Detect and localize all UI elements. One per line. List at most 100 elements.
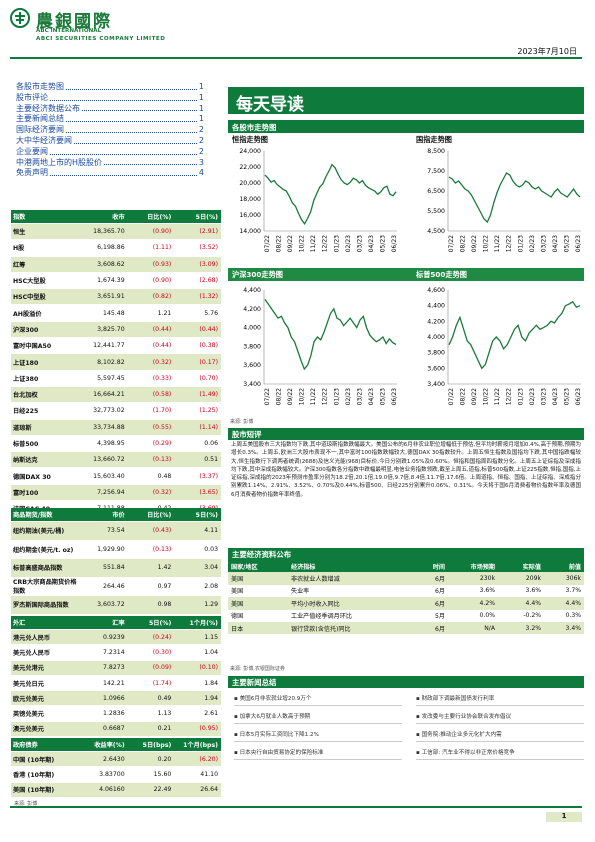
cell-value: (0.44)	[152, 325, 172, 333]
table-row: 上证380 5,597.45 (0.33) (0.70)	[11, 371, 221, 387]
table-row: 澳元兑美元 0.6687 0.21 (0.95)	[11, 721, 221, 738]
bullet-icon: ▪	[234, 696, 240, 702]
series-line	[264, 163, 397, 225]
cell-value: 13,660.72	[93, 456, 125, 464]
fx-table: 外汇 汇率 5日(%) 1个月(%) 港元兑人民币 0.9239 (0.24) 1.15 美元兑…	[11, 616, 221, 738]
table-row: 欧元兑美元 1.0966 0.49 1.94	[11, 691, 221, 707]
y-tick-label: 4,400	[427, 303, 445, 310]
bullet-icon: ▪	[234, 750, 240, 756]
column-header: 1个月(bps)	[183, 742, 219, 749]
toc-item[interactable]: 大中华经济要闻 2	[16, 136, 204, 147]
news-item[interactable]: ▪ 加拿大6月就业人数高于预期	[234, 712, 402, 724]
toc-leader	[74, 136, 197, 144]
table-of-contents: 各股市走势图 1 股市评论 1 主要经济数据公布 1 主要新闻总结 1 国际经济要闻 2 大中华经济…	[16, 82, 204, 179]
news-item[interactable]: ▪ 国务院:推动企业多元化扩大内需	[416, 730, 584, 742]
table-row: 英镑兑美元 1.2836 1.13 2.61	[11, 706, 221, 722]
x-tick-label: 12/22	[506, 235, 513, 252]
column-header: 实际值	[522, 563, 541, 571]
cell-value: (0.44)	[199, 325, 219, 333]
x-tick-label: 10/22	[483, 235, 490, 252]
column-header: 日比(%)	[147, 512, 172, 519]
news-item[interactable]: ▪ 美国6月非农就业增20.9万个	[234, 694, 402, 706]
row-label: 纽约期金(美元/t. oz)	[13, 546, 74, 554]
toc-item[interactable]: 企业要闻 2	[16, 147, 204, 158]
column-header: 收益率(%)	[94, 742, 125, 749]
cell-value: 33,734.88	[93, 423, 125, 431]
news-text: 工信部: 汽车业不得以非正常价格竞争	[421, 750, 515, 756]
row-label: 富时中国A50	[13, 343, 52, 351]
toc-item[interactable]: 各股市走势图 1	[16, 82, 204, 93]
x-tick-label: 08/22	[276, 388, 283, 405]
cell-value: (1.49)	[199, 391, 219, 399]
news-item[interactable]: ▪ 财政部下调最新国债发行利率	[416, 694, 584, 706]
table-row: 纳斯达克 13,660.72 (0.13) 0.51	[11, 452, 221, 469]
y-tick-label: 4,200	[427, 318, 445, 325]
cell-value: 1.42	[157, 564, 172, 572]
cell-value: 3,825.70	[97, 325, 125, 333]
toc-item[interactable]: 国际经济要闻 2	[16, 125, 204, 136]
table-header: 政府债券 收益率(%) 5日(bps) 1个月(bps)	[11, 738, 221, 752]
cell-value: (0.24)	[152, 633, 172, 641]
cell-value: 日本	[231, 625, 244, 633]
news-item[interactable]: ▪ 发改委与主要行业协会联合发布倡议	[416, 712, 584, 724]
table-header: 指数 收市 日比(%) 5日(%)	[11, 210, 221, 224]
cell-value: 4.4%	[565, 599, 581, 607]
y-tick-label: 4,500	[427, 228, 445, 235]
x-tick-label: 07/22	[264, 388, 271, 405]
econ-row: 美国 失业率 6月 3.6% 3.6% 3.7%	[228, 585, 584, 597]
news-item[interactable]: ▪ 工信部: 汽车业不得以非正常价格竞争	[416, 748, 584, 760]
charts-section-title: 各股市走势图	[228, 120, 584, 133]
cell-value: (0.13)	[152, 456, 172, 464]
chart-hsi-svg: 24,000 22,000 20,000 18,000 16,000 14,00007/2…	[239, 148, 398, 252]
cell-value: (0.09)	[152, 664, 172, 672]
x-tick-label: 06/23	[391, 235, 398, 252]
toc-item[interactable]: 免责声明 4	[16, 168, 204, 179]
toc-item[interactable]: 中港两地上市的H股股价 3	[16, 158, 204, 169]
table-header: 商品期货/指数 市价 日比(%) 5日(%)	[11, 508, 221, 522]
table-row: 香港 (10年期) 3.83700 15.60 41.10	[11, 767, 221, 783]
cell-value: (2.68)	[199, 277, 219, 285]
y-tick-label: 4,000	[243, 325, 261, 332]
news-item[interactable]: ▪ 日本央行自由贸易协定的保险标准	[234, 748, 402, 760]
cell-value: 264.46	[103, 582, 125, 590]
toc-item[interactable]: 主要新闻总结 1	[16, 114, 204, 125]
toc-item[interactable]: 主要经济数据公布 1	[16, 104, 204, 115]
cell-value: (0.95)	[199, 725, 219, 733]
toc-page: 4	[198, 168, 204, 178]
row-label: 恒生	[13, 229, 26, 237]
column-header: 汇率	[112, 620, 125, 627]
cell-value: 0.20	[157, 755, 172, 763]
table-row: 标普高盛商品指数 551.84 1.42 3.04	[11, 559, 221, 578]
cell-value: (0.33)	[152, 374, 172, 382]
cell-value: (0.17)	[199, 358, 219, 366]
y-tick-label: 16,000	[239, 212, 261, 219]
toc-leader	[66, 125, 197, 133]
x-tick-label: 04/23	[552, 235, 559, 252]
cell-value: (0.55)	[152, 423, 172, 431]
row-label: 德国DAX 30	[13, 473, 51, 481]
x-tick-label: 09/22	[287, 235, 294, 252]
row-label: 美元兑日元	[13, 680, 44, 688]
column-header: 5日(bps)	[142, 742, 172, 749]
x-tick-label: 10/22	[483, 388, 490, 405]
news-item[interactable]: ▪ 日本5月实际工资同比下降1.2%	[234, 730, 402, 742]
news-text: 财政部下调最新国债发行利率	[421, 696, 495, 702]
cell-value: 1.2836	[103, 710, 125, 718]
cell-value: 6月	[435, 588, 445, 596]
toc-label: 免责声明	[16, 168, 48, 178]
cell-value: 6月	[435, 576, 445, 584]
x-tick-label: 05/23	[379, 235, 386, 252]
cell-value: 551.84	[103, 564, 125, 572]
cell-value: 3.6%	[525, 587, 541, 595]
cell-value: 0.9239	[103, 633, 125, 641]
toc-leader	[82, 104, 197, 112]
table-row: 纽约期油(美元/桶) 73.54 (0.43) 4.11	[11, 522, 221, 541]
cell-value: 73.54	[106, 527, 125, 535]
toc-item[interactable]: 股市评论 1	[16, 93, 204, 104]
x-tick-label: 01/23	[333, 388, 340, 405]
x-tick-label: 04/23	[368, 388, 375, 405]
x-tick-label: 03/23	[356, 388, 363, 405]
x-tick-label: 02/23	[345, 235, 352, 252]
cell-value: 22.49	[153, 786, 172, 794]
